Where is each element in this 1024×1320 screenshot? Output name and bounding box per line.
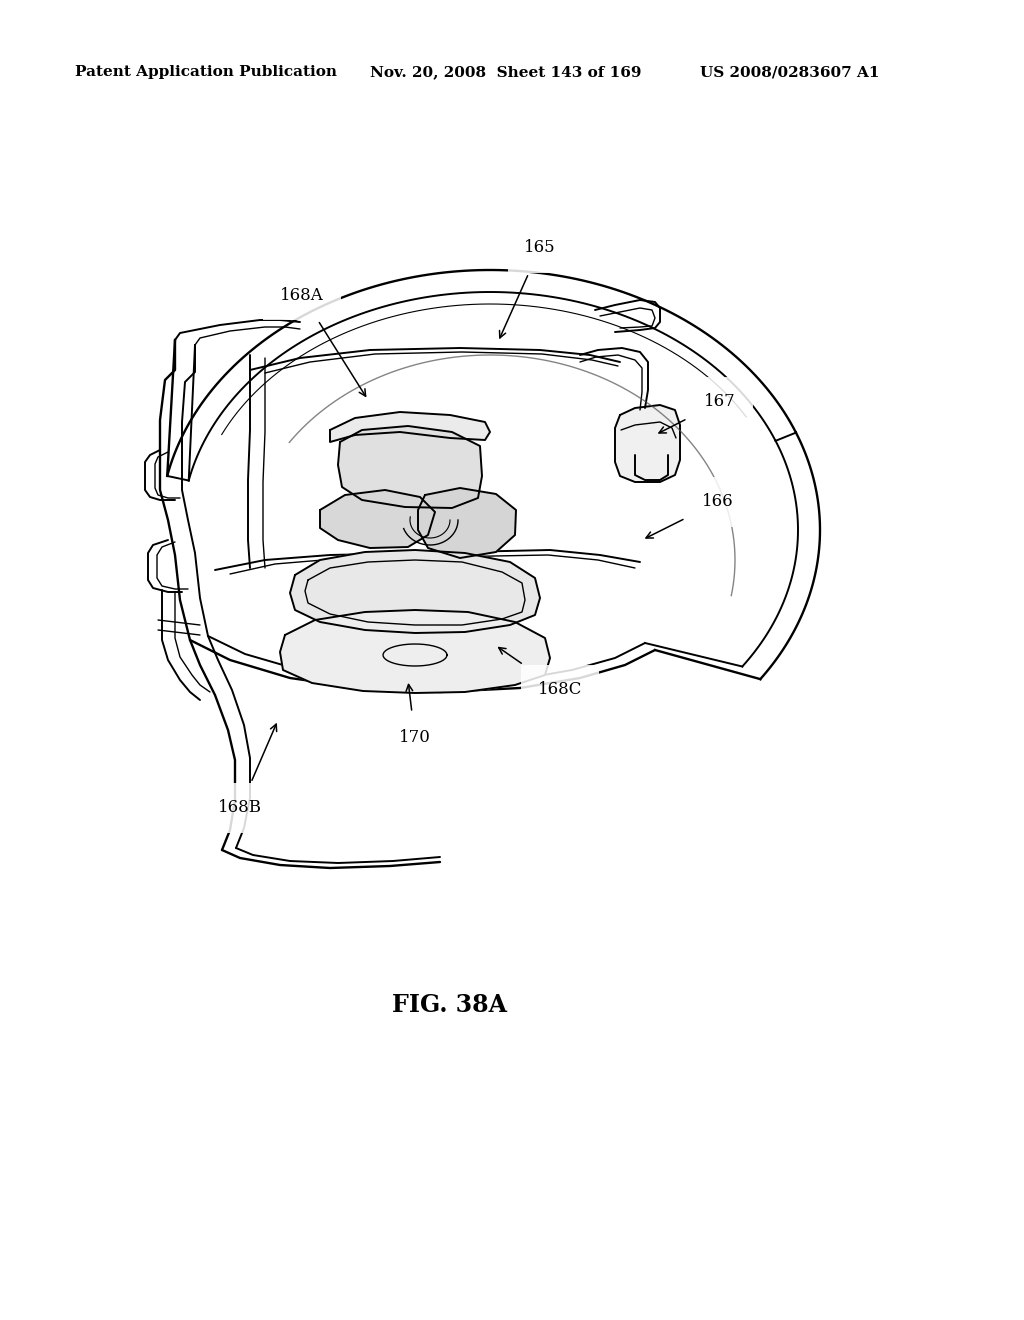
Polygon shape <box>330 412 490 442</box>
Polygon shape <box>280 610 550 693</box>
Text: 167: 167 <box>659 393 736 433</box>
Polygon shape <box>319 490 435 548</box>
Text: 166: 166 <box>646 494 734 539</box>
Text: US 2008/0283607 A1: US 2008/0283607 A1 <box>700 65 880 79</box>
Text: Patent Application Publication: Patent Application Publication <box>75 65 337 79</box>
Polygon shape <box>615 405 680 482</box>
Polygon shape <box>290 550 540 634</box>
Text: 165: 165 <box>500 239 556 338</box>
Text: 170: 170 <box>399 685 431 747</box>
Text: 168C: 168C <box>499 648 583 698</box>
Text: FIG. 38A: FIG. 38A <box>392 993 508 1016</box>
Polygon shape <box>418 488 516 558</box>
Text: Nov. 20, 2008  Sheet 143 of 169: Nov. 20, 2008 Sheet 143 of 169 <box>370 65 641 79</box>
Text: 168A: 168A <box>281 286 366 396</box>
Text: 168B: 168B <box>218 725 276 817</box>
Polygon shape <box>338 426 482 508</box>
